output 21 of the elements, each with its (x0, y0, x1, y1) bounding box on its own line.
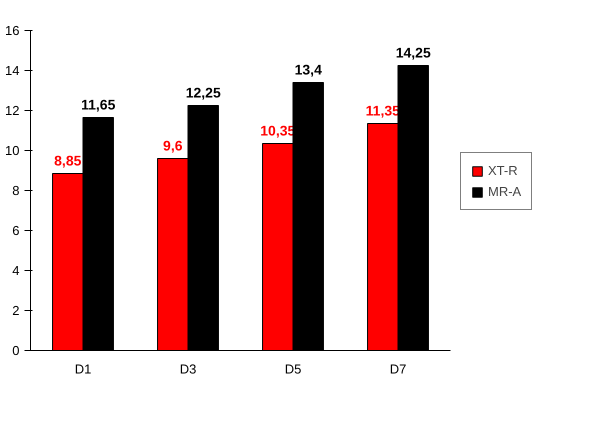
y-tick-label: 14 (5, 63, 20, 78)
x-tick-label: D1 (74, 362, 92, 376)
legend-label: MR-A (488, 184, 522, 199)
y-tick-label: 2 (12, 303, 20, 318)
legend-label: XT-R (488, 163, 518, 178)
y-tick-label: 8 (12, 183, 20, 198)
x-tick-label: D7 (390, 362, 406, 376)
data-label: 12,25 (186, 84, 221, 100)
y-tick-label: 4 (12, 263, 20, 278)
x-tick-label: D3 (180, 362, 196, 376)
y-tick-label: 10 (5, 143, 20, 158)
data-label: 11,65 (81, 96, 116, 112)
y-tick-label: 0 (12, 343, 20, 358)
x-tick-label: D5 (284, 362, 302, 376)
data-label: 9,6 (163, 138, 183, 154)
y-tick-label: 16 (5, 23, 20, 38)
data-label: 8,85 (54, 152, 82, 168)
data-label: 13,4 (294, 62, 322, 78)
y-tick-label: 12 (5, 103, 20, 118)
data-label: 14,25 (396, 44, 431, 60)
y-tick-label: 6 (12, 223, 20, 238)
